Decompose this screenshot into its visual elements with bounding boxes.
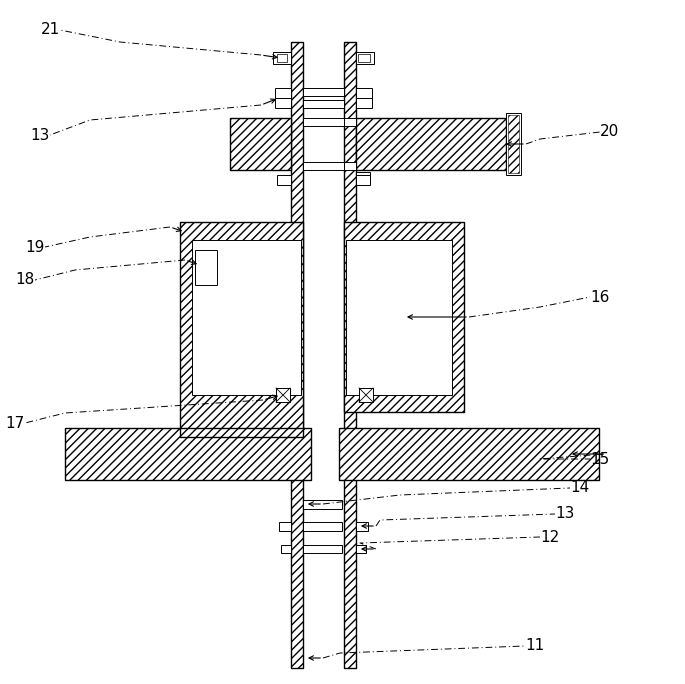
Bar [65, 428, 311, 480]
Bar [356, 545, 366, 553]
Bar [303, 100, 344, 108]
Bar [344, 222, 464, 412]
Bar [356, 98, 372, 108]
Bar [65, 428, 311, 480]
Bar [359, 388, 373, 402]
Bar [356, 52, 374, 64]
Bar [277, 54, 287, 62]
Bar [356, 118, 506, 170]
Text: 19: 19 [25, 239, 45, 254]
Bar [356, 175, 370, 185]
Bar [303, 500, 342, 509]
Text: 13: 13 [555, 506, 575, 521]
Bar [303, 545, 342, 553]
Bar [303, 88, 344, 96]
Text: 21: 21 [40, 23, 60, 38]
Bar [339, 428, 599, 480]
Bar [291, 42, 303, 668]
Text: 11: 11 [525, 638, 545, 653]
Bar [303, 118, 344, 126]
Bar [279, 522, 291, 531]
Text: 15: 15 [590, 451, 609, 466]
Bar [344, 42, 356, 668]
Bar [275, 88, 291, 98]
Text: 14: 14 [570, 480, 589, 495]
Bar [192, 240, 301, 395]
Text: 12: 12 [540, 529, 559, 544]
Bar [195, 250, 217, 285]
Bar [273, 52, 291, 64]
Bar [303, 42, 344, 668]
Bar [356, 88, 372, 98]
Text: 16: 16 [590, 289, 610, 304]
Text: 20: 20 [600, 124, 619, 140]
Bar [281, 545, 291, 553]
Bar [344, 222, 464, 412]
Bar [180, 222, 303, 437]
Bar [508, 115, 519, 173]
Bar [230, 118, 291, 170]
Bar [303, 162, 344, 170]
Bar [506, 113, 521, 175]
Bar [344, 118, 356, 126]
Bar [303, 522, 342, 531]
Bar [180, 222, 303, 437]
Bar [276, 388, 290, 402]
Bar [344, 162, 356, 170]
Bar [230, 118, 291, 170]
Bar [344, 42, 356, 668]
Bar [356, 118, 506, 170]
Bar [339, 428, 599, 480]
Bar [356, 522, 368, 531]
Bar [346, 240, 452, 395]
Bar [275, 98, 291, 108]
Text: 13: 13 [31, 127, 50, 142]
Bar [356, 172, 370, 182]
Bar [358, 54, 370, 62]
Text: 18: 18 [16, 272, 35, 287]
Bar [291, 42, 303, 668]
Text: 17: 17 [5, 415, 25, 430]
Bar [277, 175, 291, 185]
